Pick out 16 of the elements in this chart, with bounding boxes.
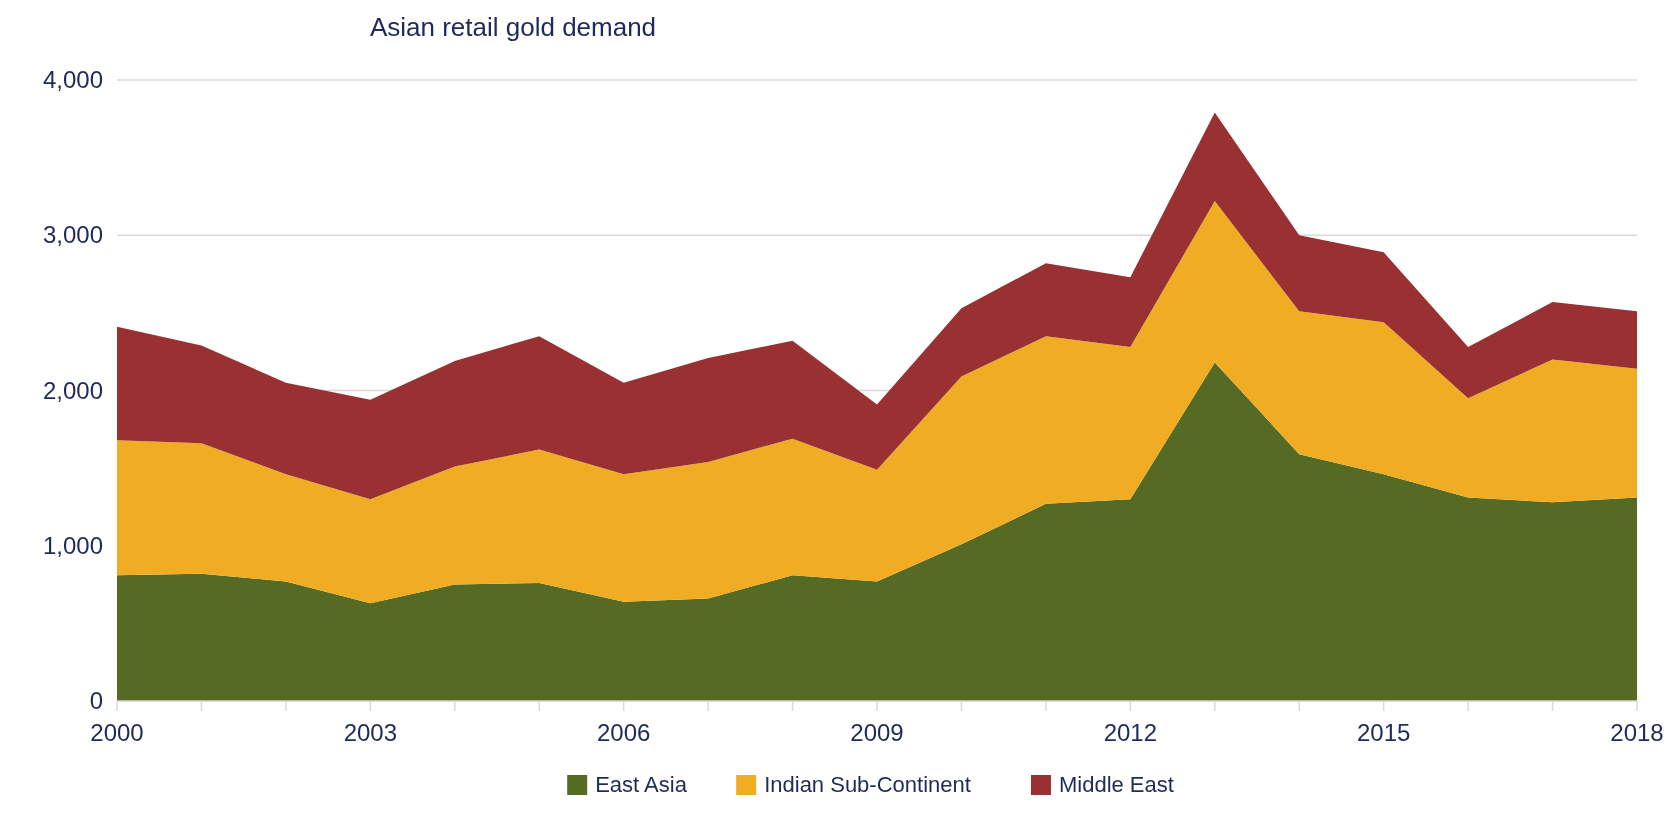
x-tick-label: 2006 — [596, 719, 651, 746]
y-tick-label: 2,000 — [42, 376, 103, 404]
x-tick-label: 2009 — [850, 719, 904, 746]
y-tick-label: 0 — [89, 687, 103, 714]
y-tick-label: 3,000 — [42, 221, 103, 249]
y-tick-label: 4,000 — [42, 66, 103, 93]
x-tick-label: 2000 — [90, 719, 144, 746]
x-tick-label: 2015 — [1356, 719, 1411, 746]
x-tick-label: 2012 — [1103, 719, 1158, 746]
y-tick-label: 1,000 — [42, 531, 103, 559]
legend-label: Middle East — [1058, 772, 1174, 797]
legend-label: Indian Sub-Continent — [764, 772, 971, 797]
legend-label: East Asia — [595, 772, 688, 797]
chart-title: Asian retail gold demand — [369, 12, 657, 42]
x-tick-label: 2003 — [343, 719, 398, 746]
x-tick-label: 2018 — [1610, 719, 1664, 746]
